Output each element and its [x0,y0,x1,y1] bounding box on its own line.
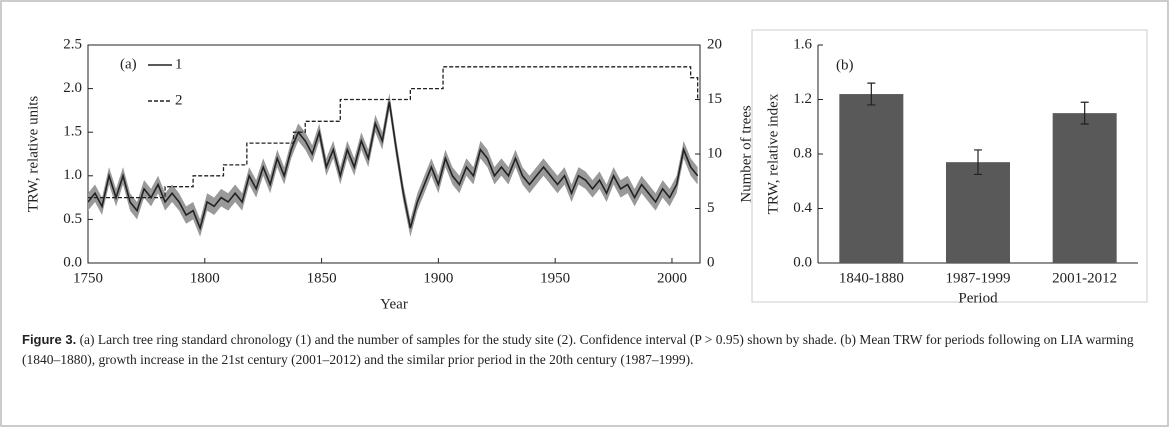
x-axis-label: Period [958,290,998,306]
y-axis-label: TRW, relative units [25,96,41,213]
x-tick-label: 1750 [73,270,103,286]
y-tick-label: 1.2 [793,91,812,107]
error-bar [1080,101,1089,125]
caption-label: Figure 3. [22,332,77,347]
confidence-band [88,92,698,237]
y-axis-label: TRW, relative index [765,93,781,214]
x-tick-label: 1800 [190,270,220,286]
y-tick-label: 0.4 [793,200,812,216]
legend-label: 1 [175,56,183,72]
error-bar [974,149,982,176]
y-tick-label: 15 [707,91,722,107]
x-tick-label: 2001-2012 [1052,270,1117,286]
y-tick-label: 10 [707,145,722,161]
y-tick-label: 1.0 [63,167,82,183]
y-tick-label: 1.6 [793,36,812,52]
x-tick-label: 1850 [307,270,337,286]
panel-label: (b) [836,57,854,73]
x-tick-label: 1987-1999 [946,270,1011,286]
bar [1052,113,1117,263]
y-tick-label: 0.0 [793,254,812,270]
bar [839,94,904,263]
x-tick-label: 1950 [540,270,570,286]
plot-frame [87,44,701,264]
x-tick-label: 2000 [657,270,687,286]
bar [946,162,1010,263]
y-tick-label: 1.5 [63,124,82,140]
x-tick-label: 1900 [423,270,453,286]
legend-label: 2 [175,92,183,108]
error-bar [867,82,876,106]
y-tick-label: 0.8 [793,145,812,161]
y-tick-label: 5 [707,200,715,216]
y-tick-label: 20 [707,36,722,52]
x-tick-label: 1840-1880 [839,270,904,286]
panel-label: (a) [120,56,137,72]
caption: Figure 3. (a) Larch tree ring standard c… [22,330,1147,370]
y-tick-label: 0.0 [63,254,82,270]
y-tick-label: 0 [707,254,715,270]
y-tick-label: 0.5 [63,211,82,227]
caption-text: (a) Larch tree ring standard chronology … [22,332,1134,367]
x-axis-label: Year [380,296,408,312]
series-line [88,66,700,199]
series-line [87,101,699,231]
y2-axis-label: Number of trees [738,105,754,203]
y-tick-label: 2.0 [63,80,82,96]
panel-frame [751,29,1148,303]
y-tick-label: 2.5 [63,36,82,52]
